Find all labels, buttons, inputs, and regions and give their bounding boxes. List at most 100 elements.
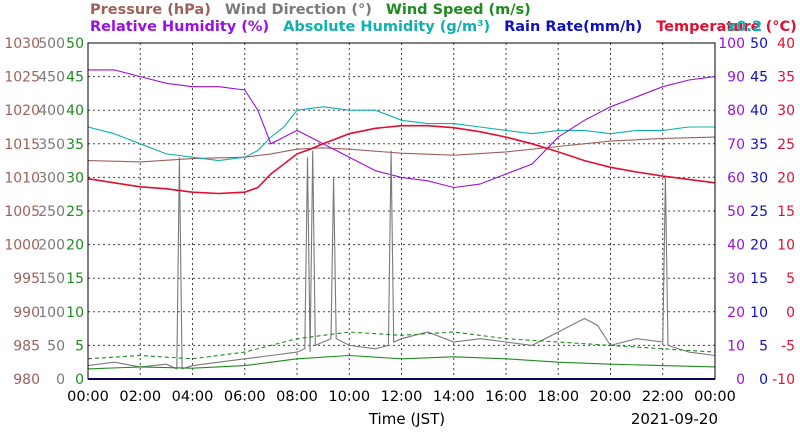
- axis-tick-relative_humidity: 10: [727, 338, 745, 354]
- series-relative-humidity: [88, 69, 716, 189]
- axis-tick-temperature: 0: [786, 305, 795, 321]
- axis-tick-temperature: 5: [786, 271, 795, 287]
- x-tick-label: 02:00: [119, 389, 161, 405]
- axis-tick-wind_direction: 150: [38, 271, 65, 287]
- axis-tick-wind_speed: 45: [66, 70, 84, 86]
- axis-tick-wind_speed: 30: [66, 170, 84, 186]
- axis-tick-wind_direction: 450: [38, 70, 65, 86]
- series-absolute-humidity-g-m: [87, 106, 715, 162]
- axis-tick-pressure: 1010: [4, 170, 40, 186]
- axis-tick-relative_humidity: 0: [736, 372, 745, 388]
- axis-tick-wind_direction: 250: [38, 204, 65, 220]
- axis-tick-wind_direction: 300: [38, 170, 65, 186]
- legend-entry: Wind Speed (m/s): [386, 2, 531, 18]
- right-axes: 1009080706050403020100504540353025201510…: [718, 36, 795, 388]
- axis-tick-pressure: 1020: [4, 103, 40, 119]
- axis-tick-rain_rate: 40: [750, 103, 768, 119]
- x-tick-label: 08:00: [276, 389, 318, 405]
- x-tick-label: 18:00: [537, 389, 579, 405]
- x-tick-label: 00:00: [694, 389, 736, 405]
- axis-tick-temperature: 40: [777, 36, 795, 52]
- axis-tick-temperature: 25: [777, 137, 795, 153]
- axis-tick-wind_direction: 0: [56, 372, 65, 388]
- rain-scale-note: x0.2: [727, 19, 762, 35]
- legend-row-1: Pressure (hPa) Wind Direction (°) Wind Spe…: [90, 2, 531, 18]
- axis-tick-rain_rate: 10: [750, 305, 768, 321]
- axis-tick-temperature: 20: [777, 170, 795, 186]
- legend-row-2: Relative Humidity (%) Absolute Humidity (…: [90, 19, 797, 35]
- axis-tick-relative_humidity: 100: [718, 36, 745, 52]
- x-tick-label: 00:00: [67, 389, 109, 405]
- axis-tick-pressure: 1005: [4, 204, 40, 220]
- axis-tick-pressure: 990: [13, 305, 40, 321]
- axis-tick-pressure: 980: [13, 372, 40, 388]
- axis-tick-rain_rate: 50: [750, 36, 768, 52]
- x-tick-label: 16:00: [485, 389, 527, 405]
- axis-tick-rain_rate: 45: [750, 70, 768, 86]
- axis-tick-wind_direction: 500: [38, 36, 65, 52]
- plot-frame: [87, 42, 716, 380]
- axis-tick-relative_humidity: 70: [727, 137, 745, 153]
- series-pressure-hpa: [87, 136, 716, 163]
- axis-tick-wind_direction: 100: [38, 305, 65, 321]
- axis-tick-temperature: 10: [777, 238, 795, 254]
- left-axes: 1030102510201015101010051000995990985980…: [4, 36, 84, 388]
- axis-tick-relative_humidity: 30: [727, 271, 745, 287]
- x-tick-label: 12:00: [381, 389, 423, 405]
- x-axis-ticks: 00:00 02:00 04:00 06:00 08:00 10:00 12:00 14:00…: [67, 389, 736, 405]
- series-wind-speed-avg-m-s: [87, 354, 716, 370]
- axis-tick-relative_humidity: 90: [727, 70, 745, 86]
- legend-entry: Absolute Humidity (g/m³): [283, 19, 490, 35]
- x-tick-label: 22:00: [642, 389, 684, 405]
- axis-tick-relative_humidity: 60: [727, 170, 745, 186]
- axis-tick-pressure: 1025: [4, 70, 40, 86]
- x-tick-label: 06:00: [224, 389, 266, 405]
- axis-tick-temperature: 30: [777, 103, 795, 119]
- axis-tick-relative_humidity: 80: [727, 103, 745, 119]
- axis-tick-wind_speed: 35: [66, 137, 84, 153]
- axis-tick-wind_direction: 400: [38, 103, 65, 119]
- axis-tick-rain_rate: 30: [750, 170, 768, 186]
- axis-tick-relative_humidity: 40: [727, 238, 745, 254]
- series-wind-direction: [87, 150, 716, 370]
- axis-tick-rain_rate: 20: [750, 238, 768, 254]
- legend-entry: Relative Humidity (%): [90, 19, 269, 35]
- axis-tick-rain_rate: 25: [750, 204, 768, 220]
- axis-tick-pressure: 985: [13, 338, 40, 354]
- axis-tick-wind_speed: 5: [75, 338, 84, 354]
- axis-tick-temperature: 35: [777, 70, 795, 86]
- axis-tick-pressure: 995: [13, 271, 40, 287]
- axis-tick-pressure: 1015: [4, 137, 40, 153]
- legend-entry: Pressure (hPa): [90, 2, 211, 18]
- axis-tick-wind_direction: 50: [47, 338, 65, 354]
- x-tick-label: 20:00: [590, 389, 632, 405]
- legend-entry: Temperature (°C): [656, 19, 797, 35]
- axis-tick-temperature: 15: [777, 204, 795, 220]
- axis-tick-pressure: 1030: [4, 36, 40, 52]
- axis-tick-wind_speed: 25: [66, 204, 84, 220]
- axis-tick-rain_rate: 5: [759, 338, 768, 354]
- axis-tick-wind_speed: 0: [75, 372, 84, 388]
- x-tick-label: 04:00: [172, 389, 214, 405]
- axis-tick-relative_humidity: 20: [727, 305, 745, 321]
- axis-tick-wind_speed: 40: [66, 103, 84, 119]
- x-tick-label: 10:00: [328, 389, 370, 405]
- axis-tick-wind_speed: 15: [66, 271, 84, 287]
- axis-tick-rain_rate: 15: [750, 271, 768, 287]
- axis-tick-wind_speed: 10: [66, 305, 84, 321]
- axis-tick-temperature: -5: [781, 338, 795, 354]
- axis-tick-wind_speed: 20: [66, 238, 84, 254]
- axis-tick-relative_humidity: 50: [727, 204, 745, 220]
- series-wind-speed-max-m-s: [87, 331, 716, 360]
- x-axis-label: Time (JST): [368, 410, 445, 428]
- x-tick-label: 14:00: [433, 389, 475, 405]
- legend-entry: Rain Rate(mm/h): [504, 19, 642, 35]
- axis-tick-rain_rate: 35: [750, 137, 768, 153]
- legend-entry: Wind Direction (°): [225, 2, 372, 18]
- axis-tick-pressure: 1000: [4, 238, 40, 254]
- axis-tick-temperature: -10: [772, 372, 795, 388]
- date-label: 2021-09-20: [631, 410, 718, 428]
- axis-tick-wind_speed: 50: [66, 36, 84, 52]
- axis-tick-wind_direction: 350: [38, 137, 65, 153]
